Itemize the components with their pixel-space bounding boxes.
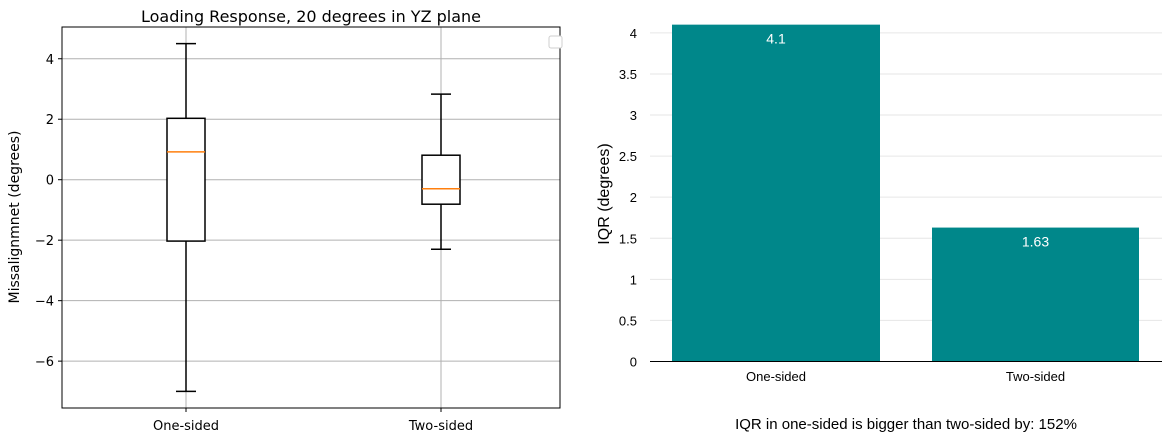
bar-y-tick-label: 2 <box>630 190 637 205</box>
box-y-tick-label: 4 <box>46 53 54 68</box>
bar-y-tick-label: 1.5 <box>619 231 637 246</box>
box-y-tick-label: −4 <box>35 295 54 310</box>
box-y-tick-label: 0 <box>46 174 54 189</box>
bar-y-tick-label: 3.5 <box>619 67 637 82</box>
box-x-tick-label: Two-sided <box>408 419 473 434</box>
box-plot-chart: Loading Response, 20 degrees in YZ plane… <box>7 7 563 434</box>
bar-y-tick-label: 4 <box>630 26 637 41</box>
box-plot-frame <box>61 26 561 409</box>
box-marks <box>166 42 461 393</box>
box-chart-title: Loading Response, 20 degrees in YZ plane <box>141 7 481 26</box>
box-x-ticks: One-sided Two-sided <box>153 408 473 434</box>
bar-y-axis-label: IQR (degrees) <box>596 143 613 244</box>
bar-data-label: 1.63 <box>1022 234 1049 250</box>
bar-data-label: 4.1 <box>766 31 786 47</box>
bar-x-tick-label: One-sided <box>746 369 806 384</box>
bar-y-tick-label: 2.5 <box>619 149 637 164</box>
bar-x-tick-label: Two-sided <box>1006 369 1065 384</box>
iqr-bar-chart: 4.1 1.63 0 0.5 1 1.5 2 2.5 3 3.5 4 One-sided Two-s… <box>596 24 1162 433</box>
box-gridlines <box>62 27 560 408</box>
box-y-axis-label: Missalignmnet (degrees) <box>7 130 23 303</box>
bar-x-ticks: One-sided Two-sided <box>746 369 1065 384</box>
box-y-tick-label: 2 <box>46 113 54 128</box>
bar <box>672 24 880 362</box>
box-x-tick-label: One-sided <box>153 419 219 434</box>
bar-y-ticks: 0 0.5 1 1.5 2 2.5 3 3.5 4 <box>619 26 637 370</box>
bar <box>932 227 1139 362</box>
box-y-tick-label: −6 <box>35 355 54 370</box>
box-iqr-rect <box>421 154 461 205</box>
bar-y-tick-label: 0.5 <box>619 313 637 328</box>
bar-y-tick-label: 0 <box>630 355 637 370</box>
bar-y-tick-label: 3 <box>630 108 637 123</box>
iqr-comparison-note: IQR in one-sided is bigger than two-side… <box>735 416 1077 433</box>
box-iqr-rect <box>166 117 206 242</box>
empty-legend <box>548 35 563 49</box>
bar-y-tick-label: 1 <box>630 272 637 287</box>
box-y-tick-label: −2 <box>35 234 54 249</box>
box-y-ticks: −6 −4 −2 0 2 4 <box>35 53 62 370</box>
bar-marks: 4.1 1.63 <box>672 24 1139 362</box>
